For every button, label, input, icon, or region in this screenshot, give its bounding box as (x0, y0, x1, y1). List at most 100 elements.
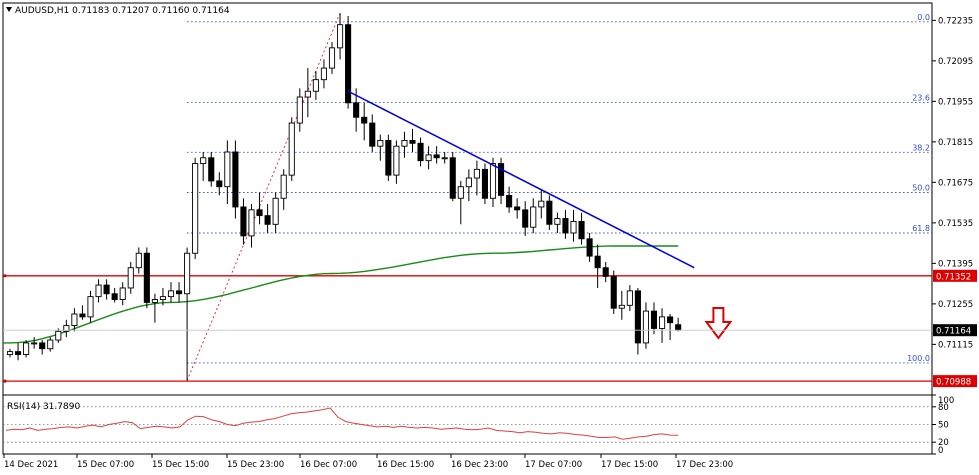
bearish-candle (417, 142, 424, 162)
bullish-candle (248, 209, 255, 237)
bearish-candle (506, 194, 513, 208)
bullish-candle (538, 200, 545, 208)
bearish-candle (594, 255, 601, 269)
bearish-candle (264, 215, 271, 225)
bullish-candle (135, 252, 142, 269)
bullish-candle (151, 299, 158, 303)
bullish-candle (55, 330, 62, 341)
bullish-candle (570, 220, 577, 234)
bearish-candle (562, 218, 569, 234)
bullish-candle (457, 186, 464, 199)
bearish-candle (240, 206, 247, 237)
bullish-candle (473, 168, 480, 179)
bullish-candle (288, 122, 295, 176)
bullish-candle (320, 67, 328, 81)
level-price-tag-bg (933, 269, 977, 282)
bullish-candle (312, 79, 319, 92)
fibonacci-level-label: 0.0 (917, 13, 930, 22)
bearish-candle (175, 290, 183, 295)
x-axis-tick-label: 15 Dec 07:00 (77, 460, 134, 470)
bullish-candle (47, 339, 54, 350)
x-axis-tick-label: 17 Dec 07:00 (525, 460, 582, 470)
bullish-candle (71, 313, 78, 327)
x-axis-tick-label: 17 Dec 15:00 (601, 460, 658, 470)
bearish-candle (578, 220, 585, 240)
bearish-candle (232, 151, 239, 208)
fibonacci-level-label: 100.0 (907, 354, 930, 363)
bearish-candle (602, 267, 609, 277)
bullish-candle (6, 351, 14, 355)
bullish-candle (167, 290, 175, 298)
bullish-candle (659, 316, 666, 329)
symbol-dropdown-icon[interactable] (6, 7, 12, 12)
bearish-trend-line (347, 90, 695, 269)
bullish-candle (642, 310, 649, 344)
current-price-tag: 0.71164 (936, 327, 971, 337)
x-axis-tick-label: 16 Dec 23:00 (451, 460, 508, 470)
x-axis-tick-label: 16 Dec 07:00 (300, 460, 357, 470)
rsi-axis-tick-label: 80 (938, 403, 949, 413)
rsi-axis-tick-label: 20 (938, 438, 949, 448)
bearish-candle (39, 342, 46, 350)
bullish-candle (296, 96, 303, 124)
y-axis-tick-label: 0.71255 (938, 300, 973, 310)
fibonacci-trace-line (186, 12, 341, 381)
y-axis-tick-label: 0.71675 (938, 178, 973, 188)
bullish-candle (401, 139, 408, 147)
rsi-axis-tick-label: 0 (938, 446, 943, 456)
bullish-candle (304, 90, 311, 98)
level-price-tag-bg (933, 375, 977, 388)
fibonacci-level-label: 23.6 (912, 94, 930, 103)
bullish-candle (441, 157, 448, 160)
bearish-candle (103, 284, 110, 295)
bullish-candle (489, 163, 497, 199)
bullish-candle (377, 139, 384, 147)
rsi-axis-tick-label: 50 (938, 421, 949, 431)
bearish-candle (256, 209, 263, 217)
bearish-candle (208, 157, 215, 182)
bullish-candle (95, 284, 102, 298)
bullish-candle (23, 342, 30, 355)
y-axis-tick-label: 0.71115 (938, 340, 973, 350)
bullish-candle (465, 177, 472, 188)
bearish-candle (79, 313, 86, 318)
chart-title: AUDUSD,H1 0.71183 0.71207 0.71160 0.7116… (15, 6, 230, 16)
bullish-candle (224, 151, 231, 188)
down-arrow-icon (704, 307, 733, 340)
bearish-candle (514, 206, 521, 211)
bearish-candle (546, 200, 553, 225)
bullish-candle (87, 296, 94, 318)
x-axis-tick-label: 16 Dec 15:00 (377, 460, 434, 470)
bearish-candle (216, 180, 223, 188)
fibonacci-level-label: 38.2 (912, 143, 930, 152)
bearish-candle (369, 122, 376, 147)
x-axis-tick-label: 14 Dec 2021 (4, 460, 58, 470)
bearish-candle (481, 168, 489, 199)
x-axis-tick-label: 15 Dec 15:00 (152, 460, 209, 470)
y-axis-tick-label: 0.71815 (938, 138, 973, 148)
bearish-candle (449, 157, 456, 199)
level-price-tag: 0.70988 (936, 378, 971, 388)
bearish-candle (634, 290, 641, 344)
x-axis-tick-label: 17 Dec 23:00 (676, 460, 733, 470)
y-axis-tick-label: 0.71535 (938, 219, 973, 229)
bearish-candle (143, 252, 150, 303)
bearish-candle (345, 24, 352, 104)
bearish-candle (675, 324, 682, 331)
level-price-tag: 0.71352 (936, 272, 971, 282)
bullish-candle (337, 24, 344, 49)
bullish-candle (530, 206, 537, 228)
bullish-candle (618, 304, 625, 309)
bearish-candle (667, 316, 674, 324)
bullish-candle (63, 325, 70, 332)
bullish-candle (200, 157, 207, 165)
bullish-candle (554, 218, 561, 225)
y-axis-tick-label: 0.72095 (938, 57, 973, 67)
y-axis-tick-label: 0.71395 (938, 259, 973, 269)
y-axis-tick-label: 0.71955 (938, 97, 973, 107)
rsi-axis-tick-label: 100 (938, 396, 954, 406)
bullish-candle (192, 163, 199, 254)
bullish-candle (184, 252, 191, 295)
